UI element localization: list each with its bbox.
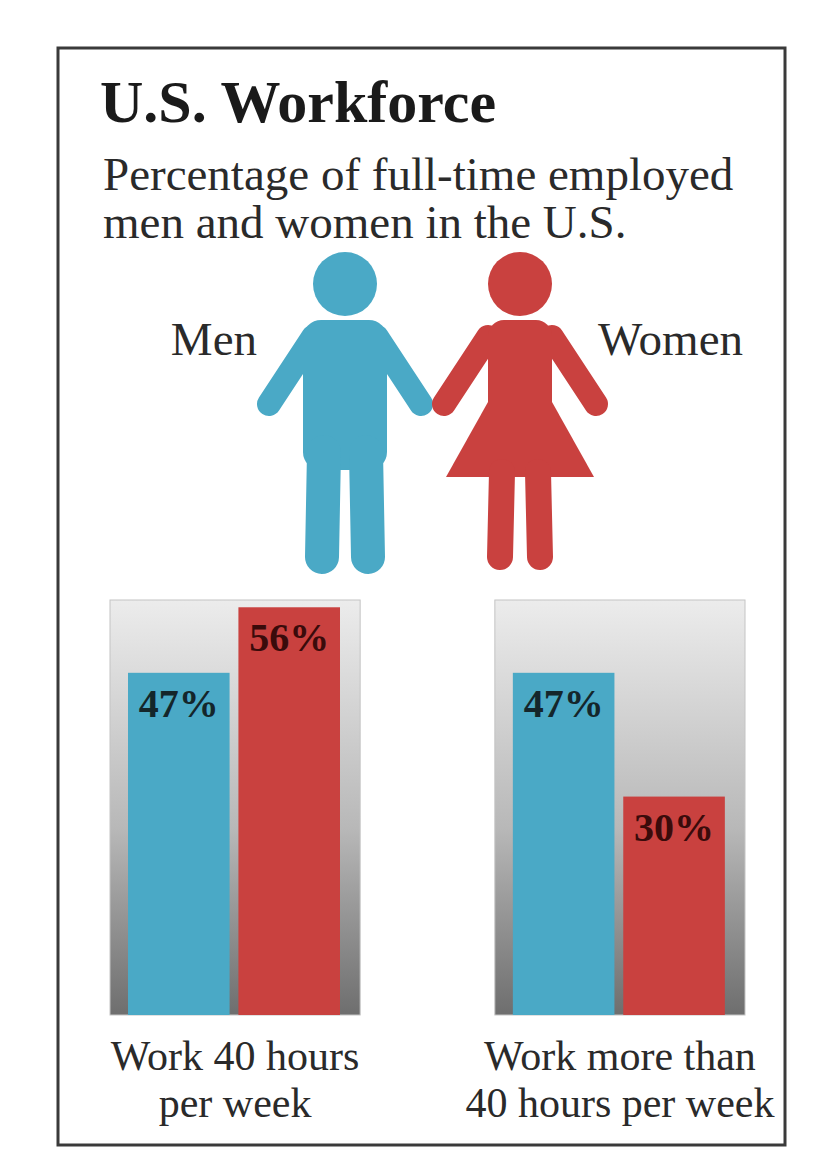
- title: U.S. Workforce: [100, 69, 496, 135]
- legend: Men Women: [171, 252, 743, 557]
- icon-leg: [322, 452, 324, 557]
- bar: [128, 673, 230, 1015]
- x-tick: Work more than40 hours per week: [465, 1033, 774, 1126]
- x-tick-label-line: per week: [159, 1080, 312, 1126]
- legend-label: Women: [598, 313, 743, 365]
- legend-label: Men: [171, 313, 257, 365]
- group-panel: [495, 600, 745, 1015]
- x-tick-label-line: Work more than: [484, 1033, 756, 1079]
- x-axis: Work 40 hoursper week Work more than40 ho…: [111, 1016, 775, 1127]
- subtitle: Percentage of full-time employedmen and …: [103, 148, 733, 248]
- icon-head: [488, 252, 552, 316]
- icon-leg: [500, 472, 502, 557]
- group-panel: [110, 600, 360, 1015]
- legend-icon: [269, 252, 421, 557]
- data-labels: 47% 56% 47% 30%: [139, 615, 714, 849]
- x-tick-label-line: 40 hours per week: [465, 1080, 774, 1126]
- icon-arm: [444, 337, 488, 404]
- icon-leg: [538, 472, 540, 557]
- data-label: 56%: [249, 615, 329, 660]
- x-tick-label-line: Work 40 hours: [111, 1033, 360, 1079]
- data-label: 47%: [139, 681, 219, 726]
- icon-arm: [552, 337, 596, 404]
- chart-svg: U.S. Workforce Percentage of full-time em…: [0, 0, 832, 1175]
- bar: [513, 673, 615, 1015]
- subtitle-line: men and women in the U.S.: [103, 196, 626, 248]
- icon-dress: [446, 402, 594, 477]
- x-tick-label: Work 40 hoursper week: [111, 1033, 360, 1126]
- data-label: 47%: [524, 681, 604, 726]
- border: [58, 48, 785, 1145]
- x-axis-line: [111, 1015, 746, 1016]
- legend-icon: [444, 252, 596, 557]
- chart-container: U.S. Workforce Percentage of full-time em…: [0, 0, 832, 1175]
- bar: [238, 607, 340, 1015]
- x-tick-label: Work more than40 hours per week: [465, 1033, 774, 1126]
- data-label: 30%: [634, 805, 714, 850]
- panels: [110, 600, 745, 1015]
- subtitle-line: Percentage of full-time employed: [103, 148, 733, 200]
- icon-leg: [366, 452, 368, 557]
- bars: [128, 607, 725, 1015]
- bar: [623, 797, 725, 1015]
- icon-head: [313, 252, 377, 316]
- x-tick: Work 40 hoursper week: [111, 1033, 360, 1126]
